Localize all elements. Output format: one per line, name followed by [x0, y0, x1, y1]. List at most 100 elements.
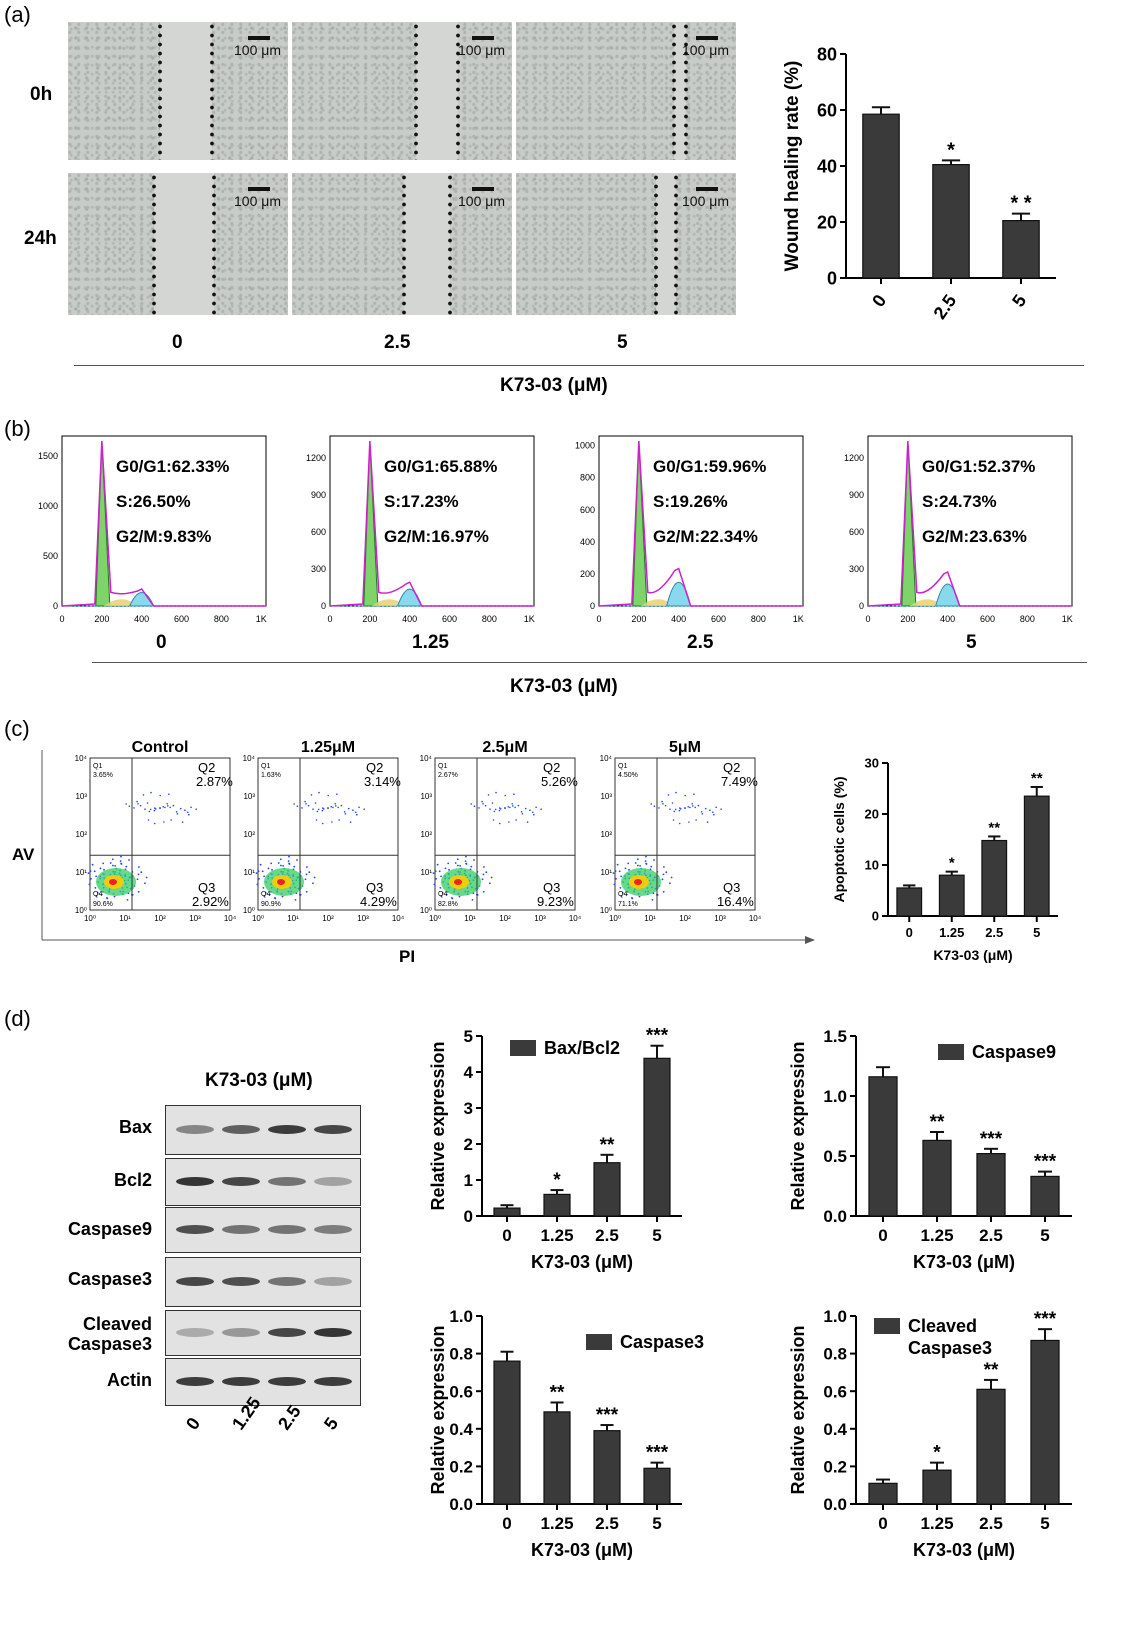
density-peak [454, 879, 462, 885]
y-tick-label: 0.2 [449, 1458, 473, 1477]
log-x-tick: 10¹ [464, 914, 476, 923]
blot-lane-label: 2.5 [274, 1401, 305, 1434]
x-tick-label: 600 [980, 614, 995, 624]
cell-cycle-histogram-5: 0 300 600 900 1200 0 200 400 600 800 1K G0/G1:52.37… [844, 435, 1073, 624]
event-dot [627, 862, 630, 865]
bar-5 [643, 1057, 671, 1217]
event-dot [498, 809, 501, 812]
x-tick-label: 2.5 [985, 925, 1003, 940]
event-dot [138, 866, 140, 868]
event-dot [492, 819, 495, 821]
y-tick-label: 4 [464, 1063, 474, 1082]
q2-label: Q2 [723, 760, 740, 775]
event-dot [662, 803, 664, 805]
event-dot [433, 883, 436, 886]
blot-row-label: Bax [118, 1117, 152, 1137]
event-dot [279, 858, 282, 861]
event-dot [142, 794, 145, 796]
q4-label: Q4 [618, 891, 627, 898]
event-dot [515, 819, 517, 821]
wound-healing-chart: 0 20 40 60 80 0 * 2.5 * * 5 Wound healing rate (%) [782, 44, 1056, 323]
event-dot [147, 819, 150, 821]
event-dot [263, 875, 265, 878]
event-dot [136, 800, 138, 803]
blot-band [268, 1328, 306, 1337]
event-dot [262, 887, 265, 889]
event-dot [644, 860, 647, 862]
scale-bar-label: 100 μm [234, 193, 281, 209]
q1-label: Q1 [618, 763, 627, 770]
y-tick-label: 0 [590, 601, 595, 611]
event-dot [153, 822, 156, 825]
bar-2.5 [981, 839, 1008, 917]
s-phase-area [909, 599, 944, 606]
event-dot [529, 809, 531, 811]
event-dot [330, 806, 333, 808]
event-dot [164, 806, 166, 809]
event-dot [435, 877, 437, 880]
event-dot [489, 882, 491, 885]
event-dot [106, 897, 109, 900]
y-tick-label: 1200 [306, 453, 326, 463]
event-dot [321, 822, 324, 825]
bar-1.25 [543, 1193, 571, 1217]
event-dot [639, 865, 641, 867]
x-tick-label: 1.25 [540, 1514, 573, 1533]
x-axis-arrow [805, 936, 815, 944]
event-dot [638, 895, 641, 898]
blot-band [268, 1177, 306, 1186]
event-dot [305, 803, 307, 805]
histogram-fit-outline [61, 441, 266, 607]
q2-percentage: 2.87% [196, 774, 233, 789]
y-tick-label: 40 [817, 156, 837, 176]
x-tick-label: 0 [59, 614, 64, 624]
event-dot [175, 811, 178, 813]
event-dot [96, 892, 99, 894]
significance-marker: ** [988, 819, 1000, 836]
event-dot [613, 883, 616, 886]
event-dot [144, 808, 146, 810]
log-x-tick: 10¹ [644, 914, 656, 923]
density-peak [109, 879, 117, 885]
event-dot [100, 893, 103, 896]
event-dot [305, 890, 308, 893]
x-axis-title: K73-03 (μM) [913, 1252, 1015, 1272]
y-tick-label: 0 [827, 268, 837, 288]
event-dot [473, 859, 475, 861]
event-dot [513, 793, 515, 795]
y-tick-label: 1000 [38, 501, 58, 511]
scale-bar [248, 36, 270, 40]
y-tick-label: 20 [817, 212, 837, 232]
event-dot [296, 805, 299, 807]
significance-marker: * [553, 1170, 561, 1191]
event-dot [172, 804, 175, 807]
x-tick-label: 400 [134, 614, 149, 624]
event-dot [521, 813, 524, 815]
event-dot [471, 899, 474, 901]
event-dot [500, 808, 502, 810]
event-dot [109, 862, 112, 864]
q3-label: Q3 [198, 880, 215, 895]
panel-d-letter: (d) [4, 1006, 31, 1031]
y-tick-label: 0.8 [449, 1345, 473, 1364]
blot-title: K73-03 (μM) [205, 1070, 313, 1091]
event-dot [137, 890, 140, 893]
event-dot [481, 878, 484, 881]
wound-edge-dots [414, 22, 418, 160]
x-tick-label: 0 [502, 1226, 511, 1245]
x-tick-label: 0 [596, 614, 601, 624]
y-tick-label: 300 [849, 564, 864, 574]
legend-swatch [510, 1040, 536, 1056]
event-dot [310, 794, 313, 796]
blot-band [314, 1328, 352, 1337]
log-y-tick: 10⁰ [420, 906, 432, 915]
q2-percentage: 5.26% [541, 774, 578, 789]
event-dot [661, 878, 664, 881]
event-dot [712, 811, 714, 814]
event-dot [187, 811, 189, 814]
event-dot [312, 808, 314, 810]
wound-edge-dots [402, 173, 406, 315]
event-dot [625, 893, 628, 896]
x-tick-label: 600 [174, 614, 189, 624]
x-tick-label: 1.25 [920, 1226, 953, 1245]
